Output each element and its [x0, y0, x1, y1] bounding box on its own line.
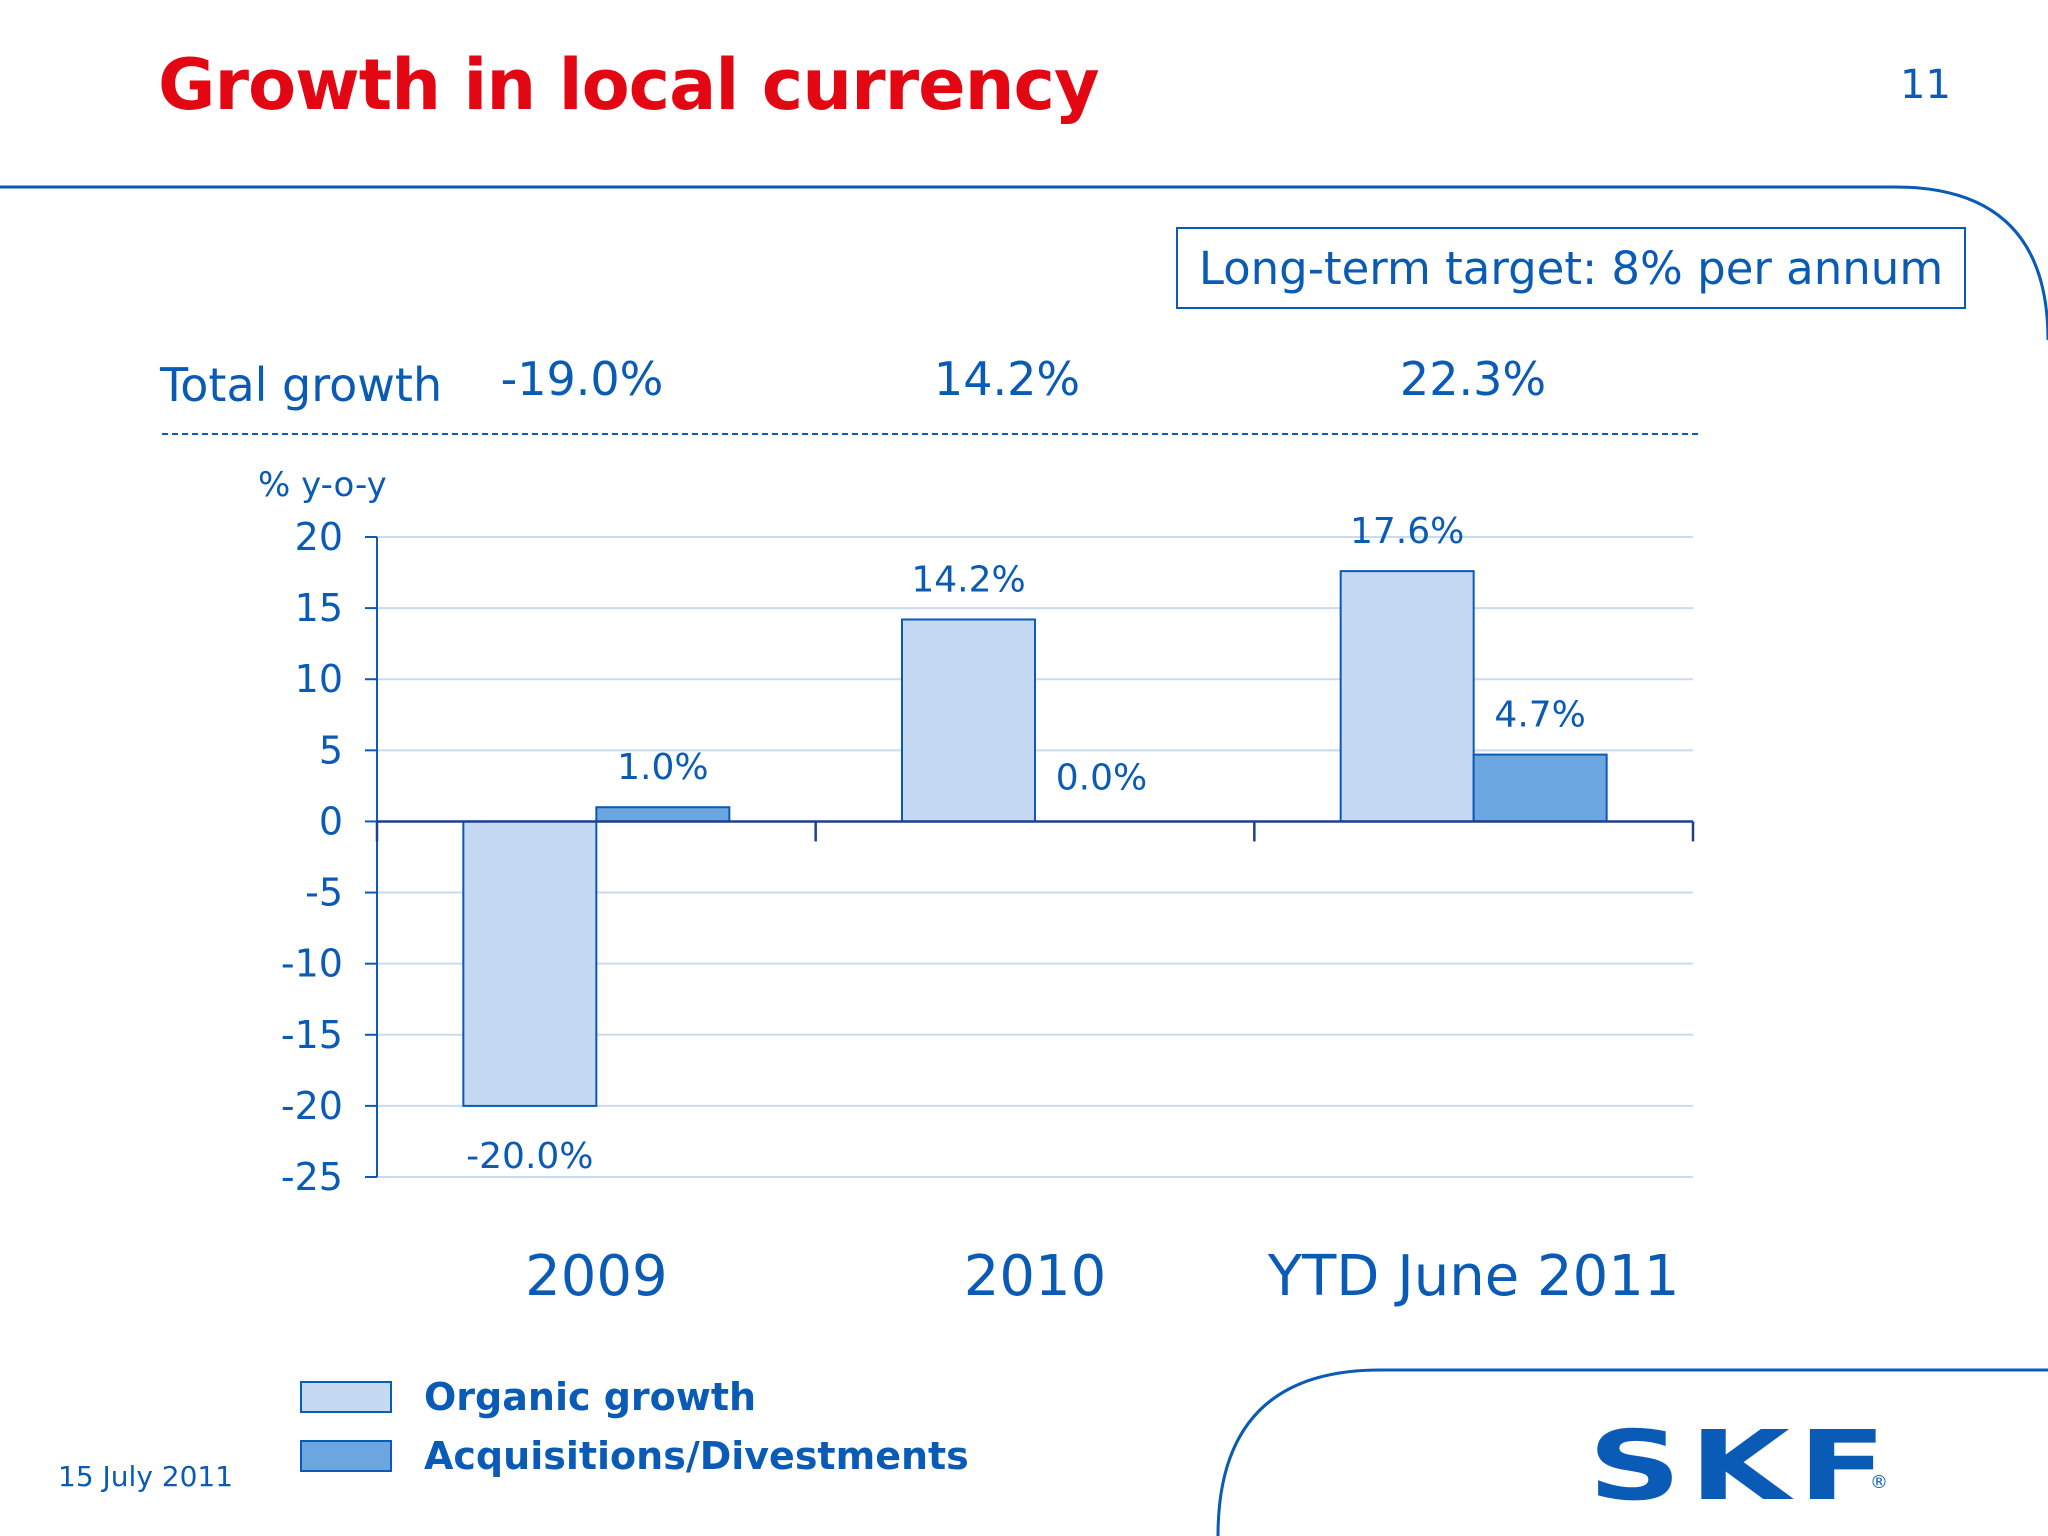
y-tick-label: 0 [319, 799, 343, 843]
legend-swatch-acquisitions [300, 1440, 392, 1472]
bar-acquisitions-0 [595, 806, 731, 823]
total-growth-ytd-2011: 22.3% [1399, 352, 1547, 406]
registered-mark: ® [1870, 1472, 1888, 1493]
data-label: 0.0% [1056, 757, 1147, 798]
y-axis-label: % y-o-y [258, 465, 387, 505]
data-label: 4.7% [1494, 695, 1585, 736]
legend-item-organic: Organic growth [300, 1375, 757, 1419]
y-tick-label: -5 [305, 871, 343, 915]
bar-organic-2 [1339, 570, 1475, 823]
y-tick-label: 15 [295, 586, 343, 630]
x-category-label: YTD June 2011 [1267, 1244, 1680, 1309]
y-tick-label: -10 [281, 942, 343, 986]
y-tick-label: -20 [281, 1084, 343, 1128]
y-tick-label: 20 [295, 515, 343, 559]
legend-swatch-organic [300, 1381, 392, 1413]
data-label: 17.6% [1350, 511, 1464, 552]
y-tick-label: 5 [319, 728, 343, 772]
slide-title: Growth in local currency [158, 44, 1100, 126]
data-label: -20.0% [466, 1136, 593, 1177]
legend-label-organic: Organic growth [424, 1375, 757, 1419]
y-tick-label: 10 [295, 657, 343, 701]
legend-label-acquisitions: Acquisitions/Divestments [424, 1434, 969, 1478]
long-term-target-box: Long-term target: 8% per annum [1176, 227, 1966, 309]
skf-logo: SKF [1588, 1410, 1895, 1522]
bar-organic-0 [462, 820, 598, 1107]
bar-organic-1 [901, 618, 1036, 823]
x-category-label: 2009 [525, 1244, 668, 1309]
data-label: 1.0% [617, 747, 708, 788]
y-tick-label: -15 [281, 1013, 343, 1057]
total-growth-divider [162, 433, 1698, 435]
total-growth-label: Total growth [160, 358, 443, 412]
legend-item-acquisitions: Acquisitions/Divestments [300, 1434, 969, 1478]
slide-date: 15 July 2011 [58, 1460, 234, 1493]
x-category-label: 2010 [964, 1244, 1107, 1309]
page-number: 11 [1900, 62, 1951, 108]
bar-acquisitions-2 [1472, 753, 1608, 823]
y-tick-label: -25 [281, 1155, 343, 1199]
total-growth-2010: 14.2% [933, 352, 1081, 406]
total-growth-2009: -19.0% [500, 352, 664, 406]
data-label: 14.2% [911, 559, 1025, 600]
